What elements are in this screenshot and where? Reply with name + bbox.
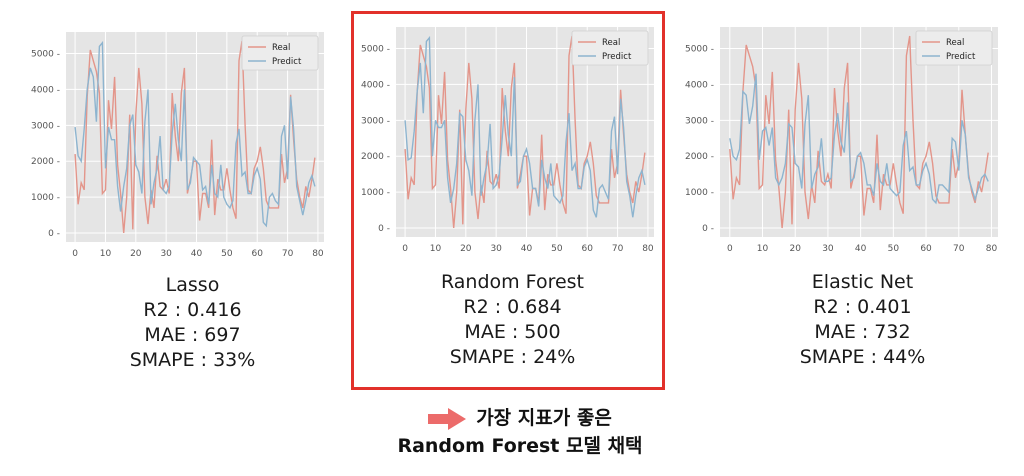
legend-label-real: Real bbox=[272, 43, 290, 53]
y-tick-label: 2000 - bbox=[361, 152, 390, 162]
chart-lasso: 0 - 1000 - 2000 - 3000 - 4000 - 5000 - 0 10 20 30… bbox=[30, 28, 330, 266]
x-tick-label: 20 bbox=[789, 244, 801, 254]
y-tick-label: 4000 - bbox=[361, 80, 390, 90]
x-tick-label: 70 bbox=[953, 244, 965, 254]
x-tick-label: 40 bbox=[521, 244, 533, 254]
best-model-highlight-box bbox=[351, 11, 665, 390]
conclusion-line-2: Random Forest 모델 채택 bbox=[397, 435, 643, 457]
r2-elastic-net: R2 : 0.401 bbox=[813, 296, 912, 318]
x-tick-label: 20 bbox=[460, 244, 472, 254]
elastic-net-metrics: Elastic Net R2 : 0.401 MAE : 732 SMAPE :… bbox=[750, 270, 975, 370]
series-line-predict bbox=[74, 40, 316, 228]
y-tick-label: 2000 - bbox=[685, 152, 714, 162]
x-tick-label: 30 bbox=[160, 249, 172, 259]
series-line-predict bbox=[729, 73, 989, 205]
y-tick-label: 2000 - bbox=[31, 157, 60, 167]
x-tick-label: 60 bbox=[251, 249, 263, 259]
legend-label-predict: Predict bbox=[272, 57, 302, 67]
model-name-lasso: Lasso bbox=[165, 274, 220, 296]
x-tick-label: 10 bbox=[100, 249, 112, 259]
x-tick-label: 60 bbox=[581, 244, 593, 254]
conclusion: 가장 지표가 좋은 Random Forest 모델 채택 bbox=[300, 404, 740, 460]
x-tick-label: 10 bbox=[430, 244, 442, 254]
x-tick-label: 40 bbox=[191, 249, 203, 259]
y-tick-label: 4000 - bbox=[685, 80, 714, 90]
x-tick-label: 60 bbox=[920, 244, 932, 254]
y-tick-label: 5000 - bbox=[361, 45, 390, 55]
x-tick-label: 50 bbox=[551, 244, 563, 254]
x-tick-label: 50 bbox=[221, 249, 233, 259]
x-tick-label: 70 bbox=[612, 244, 624, 254]
chart-elastic-net: 0 - 1000 - 2000 - 3000 - 4000 - 5000 - 0 10 20 30… bbox=[684, 23, 1004, 261]
conclusion-text-1: 가장 지표가 좋은 bbox=[476, 407, 612, 429]
legend-label-predict: Predict bbox=[602, 52, 632, 62]
legend-label-predict: Predict bbox=[946, 52, 976, 62]
right-arrow-icon bbox=[428, 407, 467, 430]
x-tick-label: 50 bbox=[888, 244, 900, 254]
series-line-real bbox=[74, 40, 316, 234]
x-tick-label: 0 bbox=[72, 249, 78, 259]
mae-random-forest: MAE : 500 bbox=[464, 321, 561, 343]
x-tick-label: 80 bbox=[312, 249, 324, 259]
y-tick-label: 4000 - bbox=[31, 85, 60, 95]
x-tick-label: 80 bbox=[642, 244, 654, 254]
x-tick-label: 0 bbox=[402, 244, 408, 254]
y-tick-label: 3000 - bbox=[361, 116, 390, 126]
random-forest-metrics: Random Forest R2 : 0.684 MAE : 500 SMAPE… bbox=[400, 270, 625, 370]
model-name-elastic-net: Elastic Net bbox=[811, 271, 914, 293]
series-line-predict bbox=[404, 35, 646, 218]
r2-lasso: R2 : 0.416 bbox=[143, 299, 242, 321]
x-tick-label: 30 bbox=[822, 244, 834, 254]
smape-random-forest: SMAPE : 24% bbox=[449, 346, 576, 368]
series-line-real bbox=[404, 35, 646, 229]
random-forest-line-chart: 0 - 1000 - 2000 - 3000 - 4000 - 5000 - 0 10 20 30… bbox=[361, 27, 654, 254]
x-tick-label: 0 bbox=[727, 244, 733, 254]
x-tick-label: 20 bbox=[130, 249, 142, 259]
y-tick-label: 1000 - bbox=[361, 188, 390, 198]
x-tick-label: 80 bbox=[986, 244, 998, 254]
mae-elastic-net: MAE : 732 bbox=[814, 321, 911, 343]
y-tick-label: 0 - bbox=[48, 229, 60, 239]
r2-random-forest: R2 : 0.684 bbox=[463, 296, 562, 318]
y-tick-label: 5000 - bbox=[31, 50, 60, 60]
y-tick-label: 3000 - bbox=[31, 121, 60, 131]
y-tick-label: 5000 - bbox=[685, 45, 714, 55]
series-line-real bbox=[729, 35, 989, 229]
legend-label-real: Real bbox=[946, 38, 964, 48]
chart-random-forest: 0 - 1000 - 2000 - 3000 - 4000 - 5000 - 0 10 20 30… bbox=[360, 23, 660, 261]
x-tick-label: 40 bbox=[855, 244, 867, 254]
y-tick-label: 1000 - bbox=[685, 188, 714, 198]
conclusion-line-1: 가장 지표가 좋은 bbox=[300, 404, 740, 432]
y-tick-label: 0 - bbox=[378, 224, 390, 234]
x-tick-label: 70 bbox=[282, 249, 294, 259]
legend-label-real: Real bbox=[602, 38, 620, 48]
y-tick-label: 1000 - bbox=[31, 193, 60, 203]
smape-lasso: SMAPE : 33% bbox=[129, 349, 256, 371]
y-tick-label: 3000 - bbox=[685, 116, 714, 126]
lasso-metrics: Lasso R2 : 0.416 MAE : 697 SMAPE : 33% bbox=[80, 273, 305, 373]
mae-lasso: MAE : 697 bbox=[144, 324, 241, 346]
model-name-random-forest: Random Forest bbox=[440, 271, 584, 293]
y-tick-label: 0 - bbox=[702, 224, 714, 234]
x-tick-label: 30 bbox=[490, 244, 502, 254]
x-tick-label: 10 bbox=[757, 244, 769, 254]
smape-elastic-net: SMAPE : 44% bbox=[799, 346, 926, 368]
lasso-line-chart: 0 - 1000 - 2000 - 3000 - 4000 - 5000 - 0 10 20 30… bbox=[31, 32, 324, 259]
elastic-net-line-chart: 0 - 1000 - 2000 - 3000 - 4000 - 5000 - 0 10 20 30… bbox=[685, 27, 998, 254]
